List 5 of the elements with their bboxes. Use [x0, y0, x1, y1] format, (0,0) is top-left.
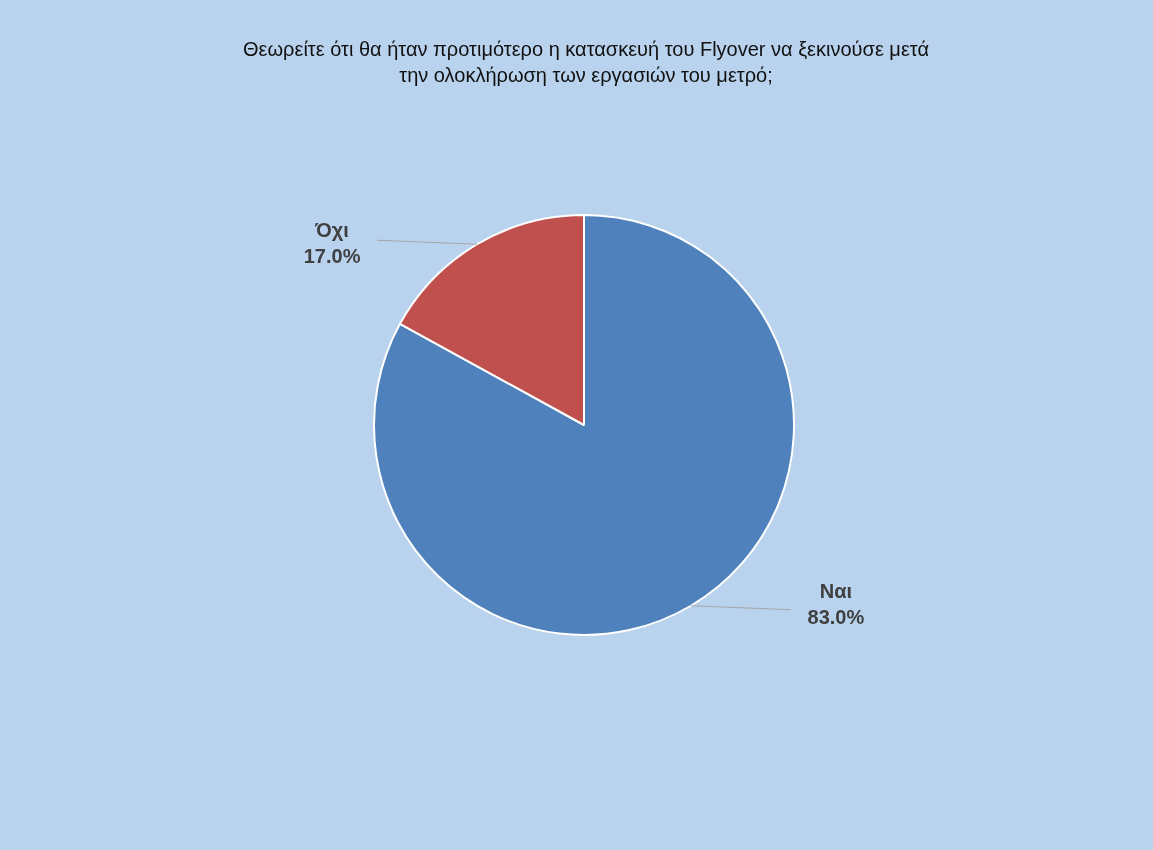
data-label: 17.0% [303, 244, 361, 267]
slice-label: Όχι [314, 218, 349, 241]
data-label: 83.0% [807, 606, 865, 629]
chart-title: Θεωρείτε ότι θα ήταν προτιμότερο η κατασκευή του Flyover να ξεκινούσε μετά την ολοκλήρωση των εργασιών του μετρό; [242, 37, 930, 88]
slice-label: Ναι [819, 580, 853, 603]
